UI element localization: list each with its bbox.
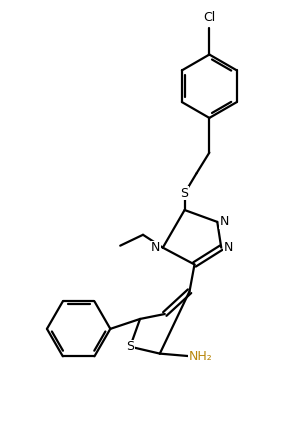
Text: N: N xyxy=(224,241,233,254)
Text: S: S xyxy=(181,187,189,200)
Text: Cl: Cl xyxy=(203,11,216,25)
Text: N: N xyxy=(220,215,229,229)
Text: S: S xyxy=(126,340,134,353)
Text: NH₂: NH₂ xyxy=(189,350,212,363)
Text: N: N xyxy=(151,241,160,254)
